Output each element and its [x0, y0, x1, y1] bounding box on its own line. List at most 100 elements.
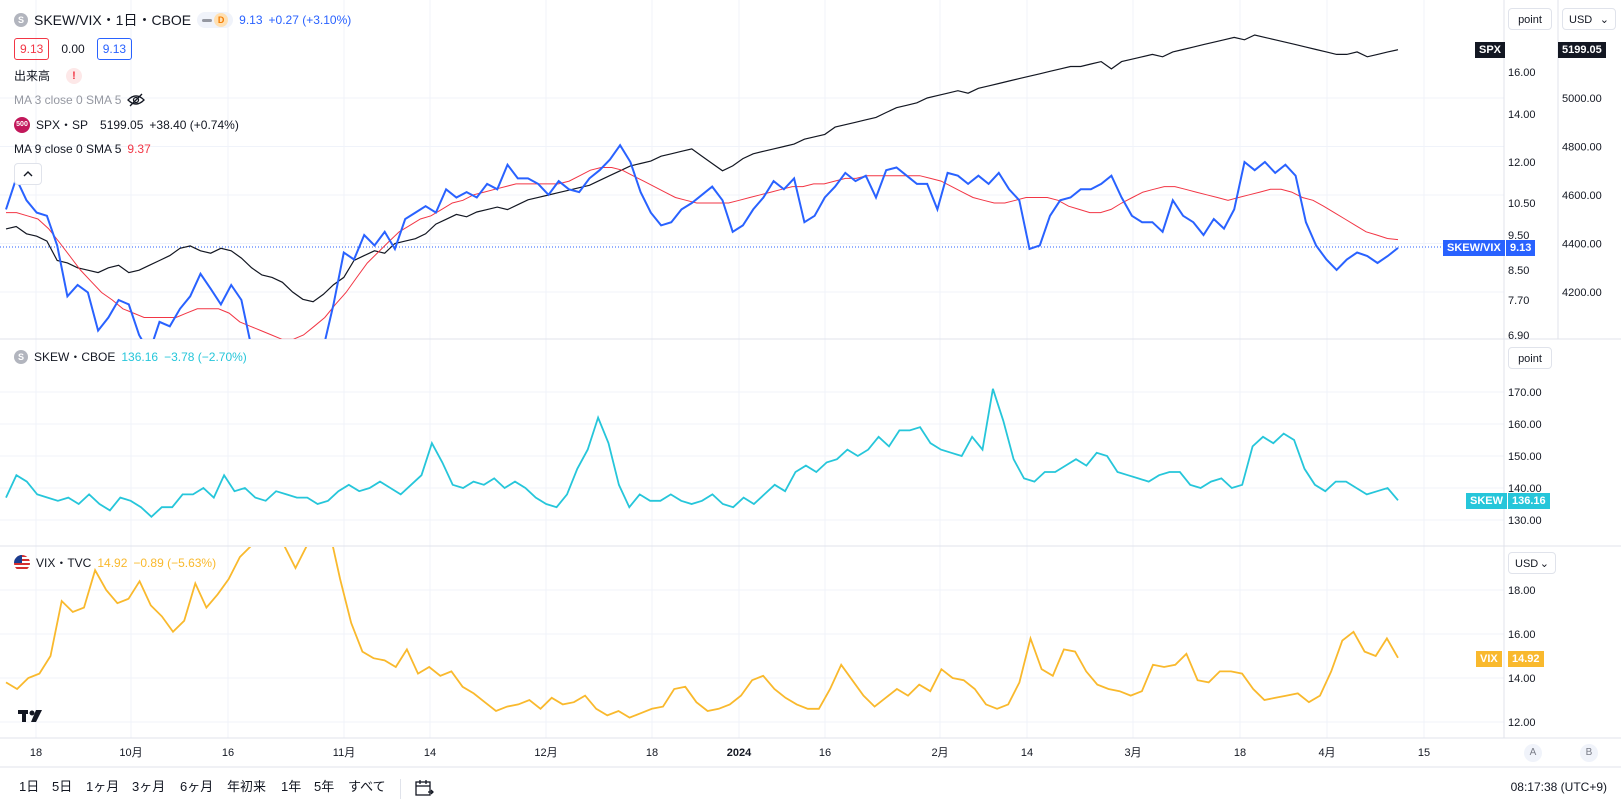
skew-symbol[interactable]: SKEW・CBOE	[34, 350, 116, 364]
main-change: +0.27 (+3.10%)	[268, 13, 352, 27]
y-tick-vix: 16.00	[1508, 629, 1536, 641]
currency-select-main[interactable]: USD ⌄	[1562, 8, 1616, 30]
y-axis-ticks-left: 6.90 7.70 8.50 9.50 10.50 12.00 14.00 16.00	[1508, 67, 1536, 342]
spx-label[interactable]: SPX・SP	[36, 118, 89, 132]
market-status-badge[interactable]: D	[197, 12, 234, 28]
main-last-value: 9.13	[239, 13, 263, 27]
x-tick-label: 16	[222, 747, 234, 759]
x-tick-label: 10月	[119, 747, 142, 759]
skew-name-tag: SKEW	[1466, 493, 1507, 509]
y-tick-left: 14.00	[1508, 109, 1536, 121]
x-tick-label: 18	[30, 747, 42, 759]
vix-change: −0.89 (−5.63%)	[133, 556, 217, 570]
volume-legend: 出来高 !	[14, 68, 83, 84]
ma3-legend: MA 3 close 0 SMA 5	[14, 92, 146, 108]
x-tick-label: 2024	[727, 747, 752, 759]
y-tick-skew: 140.00	[1508, 483, 1542, 495]
series-line-spx	[5, 34, 1399, 303]
skew-change: −3.78 (−2.70%)	[164, 350, 247, 364]
y-tick-right: 4600.00	[1562, 190, 1602, 202]
spx-value: 5199.05	[100, 118, 144, 132]
y-tick-skew: 130.00	[1508, 515, 1542, 527]
x-tick-label: 18	[646, 747, 658, 759]
x-tick-label: 15	[1418, 747, 1430, 759]
clock-timezone[interactable]: 08:17:38 (UTC+9)	[1510, 780, 1607, 794]
series-line-skew	[5, 388, 1399, 519]
range-5y[interactable]: 5年	[314, 779, 335, 794]
vix-legend: VIX・TVC 14.92 −0.89 (−5.63%)	[14, 555, 216, 571]
y-tick-left: 7.70	[1508, 295, 1529, 307]
main-symbol[interactable]: SKEW/VIX・1日・CBOE	[34, 12, 192, 28]
y-axis-ticks-vix: 12.00 14.00 16.00 18.00	[1508, 585, 1536, 729]
grid-lines	[0, 0, 1504, 738]
vix-value: 14.92	[97, 556, 128, 570]
spx-price-tag: 5199.05	[1558, 42, 1606, 58]
y-tick-vix: 12.00	[1508, 717, 1536, 729]
spx-name-tag: SPX	[1475, 42, 1506, 58]
series-line-vix	[5, 547, 1399, 719]
collapse-legend-button[interactable]	[14, 163, 42, 185]
range-3m[interactable]: 3ヶ月	[132, 779, 166, 794]
auto-scale-button[interactable]: A	[1524, 744, 1542, 762]
chevron-down-icon: ⌄	[1599, 14, 1609, 26]
y-tick-right: 5000.00	[1562, 93, 1602, 105]
tradingview-logo[interactable]	[18, 710, 42, 722]
x-axis-ticks: 18 10月 16 11月 14 12月 18 2024 16 2月 14 3月 18 4月 15	[30, 747, 1430, 759]
range-1m[interactable]: 1ヶ月	[86, 779, 120, 794]
spx-icon: 500	[14, 117, 30, 133]
skew-legend: S SKEW・CBOE 136.16 −3.78 (−2.70%)	[14, 349, 247, 365]
log-scale-button[interactable]: B	[1580, 744, 1598, 762]
y-tick-left: 9.50	[1508, 230, 1529, 242]
y-tick-left: 12.00	[1508, 157, 1536, 169]
range-all[interactable]: すべて	[348, 779, 386, 794]
chevron-up-icon	[23, 171, 33, 177]
range-1d[interactable]: 1日	[19, 779, 40, 794]
x-tick-label: 14	[424, 747, 436, 759]
bid-box[interactable]: 9.13	[14, 38, 50, 60]
ma9-value: 9.37	[127, 142, 151, 156]
y-tick-right: 4400.00	[1562, 239, 1602, 251]
skew-price-tag: 136.16	[1508, 493, 1550, 509]
x-tick-label: 12月	[534, 747, 557, 759]
us-flag-icon	[14, 555, 30, 571]
currency-select-vix[interactable]: USD ⌄	[1508, 552, 1556, 574]
vix-name-tag: VIX	[1476, 651, 1502, 667]
x-tick-label: 18	[1234, 747, 1246, 759]
warning-icon[interactable]: !	[66, 68, 83, 84]
eye-hidden-icon[interactable]	[127, 93, 146, 107]
ratio-price-tag: 9.13	[1506, 240, 1536, 256]
chevron-down-icon: ⌄	[1539, 558, 1549, 570]
ask-box[interactable]: 9.13	[96, 38, 133, 60]
volume-label: 出来高	[14, 69, 51, 83]
y-tick-right: 4200.00	[1562, 287, 1602, 299]
x-tick-label: 4月	[1318, 747, 1335, 759]
y-tick-vix: 14.00	[1508, 673, 1536, 685]
range-1y[interactable]: 1年	[281, 779, 302, 794]
range-divider	[400, 779, 401, 799]
skew-symbol-icon: S	[14, 350, 28, 364]
y-tick-right: 4800.00	[1562, 142, 1602, 154]
vix-symbol[interactable]: VIX・TVC	[36, 556, 92, 570]
y-tick-left: 6.90	[1508, 330, 1529, 342]
range-5d[interactable]: 5日	[52, 779, 73, 794]
skew-value: 136.16	[121, 350, 159, 364]
calendar-goto-icon[interactable]	[413, 777, 435, 799]
y-tick-skew: 160.00	[1508, 419, 1542, 431]
y-tick-left: 16.00	[1508, 67, 1536, 79]
y-axis-ticks-skew: 130.00 140.00 150.00 160.00 170.00	[1508, 387, 1542, 527]
scale-mode-button-main[interactable]: point	[1508, 8, 1552, 30]
series-line-ma9	[6, 167, 1399, 339]
scale-mode-button-skew[interactable]: point	[1508, 347, 1552, 369]
bid-ask-row: 9.13 0.00 9.13	[14, 38, 133, 60]
ratio-name-tag: SKEW/VIX	[1443, 240, 1505, 256]
ma3-label: MA 3 close 0 SMA 5	[14, 93, 122, 107]
x-tick-label: 2月	[931, 747, 948, 759]
range-6m[interactable]: 6ヶ月	[180, 779, 214, 794]
pane-frames	[0, 0, 1621, 768]
spx-change: +38.40 (+0.74%)	[149, 118, 239, 132]
vix-price-tag: 14.92	[1508, 651, 1544, 667]
ma9-legend: MA 9 close 0 SMA 5 9.37	[14, 141, 151, 157]
range-ytd[interactable]: 年初来	[227, 779, 267, 794]
series-line-skew-vix	[5, 143, 1399, 339]
